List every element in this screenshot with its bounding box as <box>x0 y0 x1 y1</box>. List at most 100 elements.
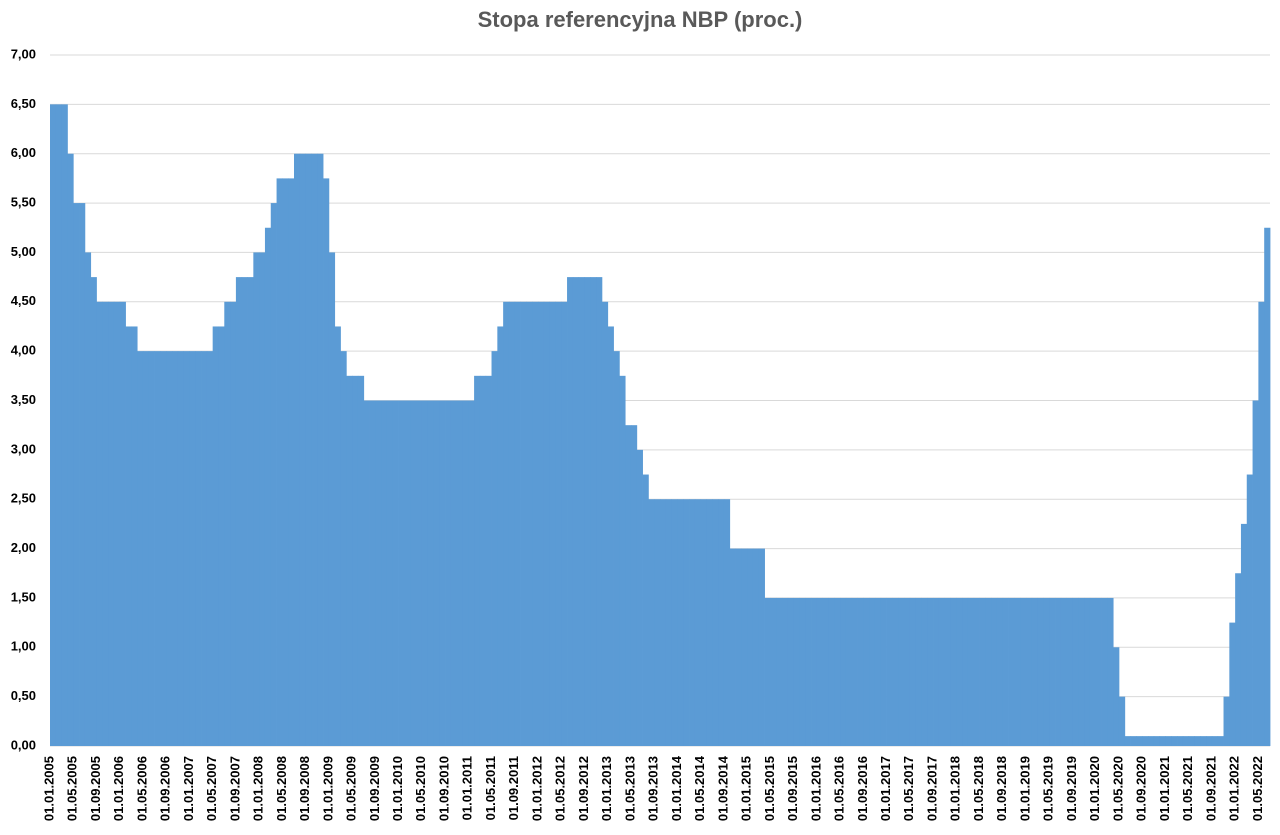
area-step <box>485 375 492 746</box>
area-step <box>770 597 777 746</box>
x-tick-label: 01.01.2016 <box>808 756 823 821</box>
area-step <box>439 400 446 746</box>
area-step <box>1217 736 1224 746</box>
area-step <box>1153 736 1161 746</box>
area-step <box>973 597 980 746</box>
x-tick-label: 01.01.2018 <box>948 756 963 821</box>
y-tick-label: 0,50 <box>11 688 36 703</box>
y-tick-label: 5,50 <box>11 195 36 210</box>
area-step <box>508 301 516 746</box>
area-step <box>1101 597 1108 746</box>
area-step <box>816 597 824 746</box>
x-tick-label: 01.05.2021 <box>1180 756 1195 821</box>
x-tick-label: 01.05.2019 <box>1041 756 1056 821</box>
x-tick-label: 01.01.2015 <box>739 756 754 821</box>
area-step <box>596 277 603 746</box>
area-step <box>520 301 527 746</box>
y-tick-label: 3,00 <box>11 441 36 456</box>
area-step <box>305 153 312 746</box>
area-step <box>491 351 498 746</box>
y-tick-label: 4,50 <box>11 293 36 308</box>
area-step <box>96 301 103 746</box>
area-step <box>253 252 260 746</box>
area-step <box>79 203 86 747</box>
area-step <box>712 499 719 746</box>
area-step <box>294 153 301 746</box>
area-step <box>369 400 376 746</box>
area-step <box>555 301 562 746</box>
area-step <box>55 104 63 747</box>
area-step <box>195 351 202 746</box>
area-step <box>352 375 359 746</box>
area-step <box>346 375 353 746</box>
area-step <box>1258 301 1265 746</box>
area-step <box>938 597 946 746</box>
area-step <box>212 326 219 746</box>
area-step <box>921 597 928 746</box>
x-tick-label: 01.09.2007 <box>227 756 242 821</box>
area-step <box>683 499 690 746</box>
area-step <box>729 548 736 746</box>
area-step <box>694 499 702 746</box>
area-step <box>811 597 818 746</box>
area-step <box>601 301 609 746</box>
area-step <box>677 499 684 746</box>
x-tick-label: 01.09.2019 <box>1064 756 1079 821</box>
area-step <box>479 375 487 746</box>
area-step <box>1113 647 1120 746</box>
area-step <box>613 351 620 746</box>
area-step <box>572 277 580 746</box>
area-step <box>718 499 725 746</box>
area-step <box>386 400 394 746</box>
area-step <box>474 375 481 746</box>
x-tick-label: 01.01.2009 <box>320 756 335 821</box>
area-step <box>84 252 92 746</box>
area-step <box>1002 597 1009 746</box>
area-step <box>793 597 800 746</box>
area-step <box>805 597 812 746</box>
area-step <box>1130 736 1137 746</box>
area-step <box>73 203 80 747</box>
area-step <box>1107 597 1114 746</box>
x-tick-label: 01.01.2008 <box>251 756 266 821</box>
x-tick-label: 01.09.2018 <box>994 756 1009 821</box>
area-step <box>857 597 864 746</box>
area-step <box>328 252 336 746</box>
area-step <box>567 277 574 746</box>
area-step <box>1182 736 1190 746</box>
area-step <box>160 351 167 746</box>
area-step <box>433 400 440 746</box>
area-step <box>450 400 458 746</box>
area-step <box>636 449 643 746</box>
area-step <box>282 178 289 747</box>
area-step <box>979 597 986 746</box>
x-tick-label: 01.01.2019 <box>1017 756 1032 821</box>
area-step <box>1136 736 1143 746</box>
area-step <box>723 499 731 746</box>
area-step <box>1200 736 1207 746</box>
area-step <box>1229 622 1236 746</box>
y-tick-label: 1,50 <box>11 589 36 604</box>
area-step <box>503 301 510 746</box>
x-tick-label: 01.05.2013 <box>622 756 637 821</box>
area-step <box>1037 597 1044 746</box>
area-step <box>340 351 347 746</box>
area-step <box>148 351 155 746</box>
area-step <box>137 351 144 746</box>
area-step <box>1084 597 1091 746</box>
area-step <box>299 153 307 746</box>
area-step <box>991 597 998 746</box>
x-tick-label: 01.09.2021 <box>1203 756 1218 821</box>
area-step <box>1089 597 1097 746</box>
area-step <box>119 301 126 746</box>
x-tick-label: 01.05.2020 <box>1110 756 1125 821</box>
area-step <box>166 351 173 746</box>
x-tick-label: 01.05.2015 <box>762 756 777 821</box>
area-step <box>1072 597 1079 746</box>
x-tick-label: 01.05.2008 <box>274 756 289 821</box>
area-step <box>334 326 341 746</box>
area-step <box>1264 227 1271 746</box>
area-step <box>834 597 841 746</box>
x-tick-label: 01.01.2012 <box>529 756 544 821</box>
area-step <box>543 301 551 746</box>
